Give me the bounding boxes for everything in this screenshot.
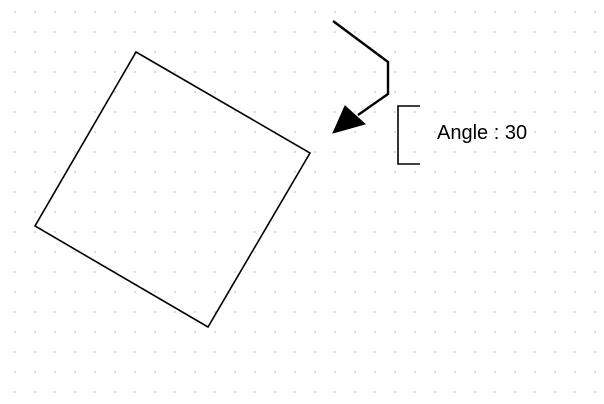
arrow-connector[interactable] — [332, 20, 390, 116]
annotation-bracket — [397, 105, 420, 165]
arrow-head-icon — [332, 105, 367, 134]
angle-annotation-label: Angle : 30 — [437, 122, 527, 144]
rotated-square[interactable] — [33, 50, 312, 329]
